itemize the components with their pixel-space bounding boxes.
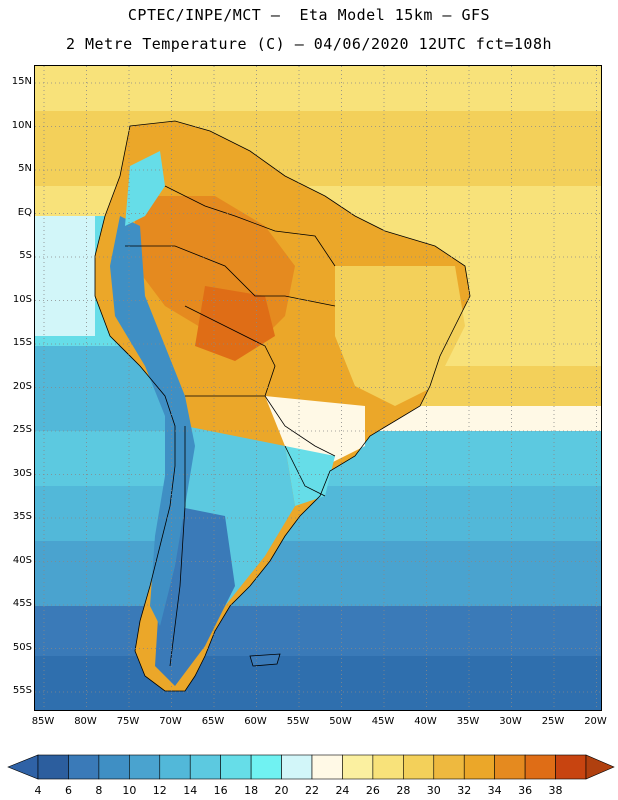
colorbar-box (98, 754, 130, 780)
colorbar-box (250, 754, 282, 780)
colorbar-tick-label: 22 (305, 784, 319, 797)
colorbar-box (342, 754, 374, 780)
lat-tick-label: 5S (19, 250, 32, 261)
colorbar-box (463, 754, 495, 780)
colorbar-box (372, 754, 404, 780)
lon-tick-label: 50W (329, 716, 352, 727)
lat-tick-label: 15N (11, 76, 32, 87)
lat-tick-label: 35S (12, 511, 32, 522)
colorbar-box (189, 754, 221, 780)
colorbar-box (220, 754, 252, 780)
colorbar-box (555, 754, 587, 780)
lat-tick-label: 10S (12, 293, 32, 305)
map-panel (34, 65, 602, 711)
lat-tick-label: 15S (12, 337, 32, 348)
lat-tick-label: 10N (11, 119, 32, 131)
lon-tick-label: 65W (201, 716, 225, 727)
lon-tick-label: 85W (31, 716, 55, 727)
lon-tick-label: 80W (74, 716, 97, 727)
colorbar-box (433, 754, 465, 780)
colorbar-box (311, 754, 343, 780)
colorbar-tick-label: 38 (548, 784, 563, 797)
colorbar-tick-label: 32 (457, 784, 472, 797)
lat-tick-label: 40S (12, 554, 32, 566)
colorbar-tick-label: 30 (426, 784, 441, 797)
colorbar-tick-label: 14 (183, 784, 198, 797)
colorbar-box (68, 754, 100, 780)
lat-tick-label: 45S (12, 598, 32, 609)
central-hot-region (195, 286, 275, 361)
title-line-2: 2 Metre Temperature (C) – 04/06/2020 12U… (65, 35, 553, 53)
colorbar-box (524, 754, 556, 780)
ocean-far-south (35, 656, 601, 710)
uruguay-cool (285, 446, 335, 506)
andes-cold (110, 216, 195, 626)
colorbar-tick-label: 34 (487, 784, 502, 797)
colorbar-tick-label: 36 (518, 784, 533, 797)
title-line-1: CPTEC/INPE/MCT – Eta Model 15km – GFS (127, 6, 491, 24)
colorbar (7, 754, 615, 780)
lon-tick-label: 20W (584, 716, 607, 727)
lon-tick-label: 45W (371, 716, 395, 727)
lat-tick-label: 5N (18, 163, 32, 174)
colorbar-tick-label: 28 (396, 784, 411, 797)
country-borders (94, 120, 471, 692)
colorbar-tick-label: 4 (34, 784, 42, 797)
coastal-warm (335, 266, 465, 406)
colorbar-tick-label: 26 (365, 784, 380, 797)
colorbar-box (159, 754, 191, 780)
lat-tick-label: 20S (12, 380, 32, 392)
falkland-islands (249, 653, 281, 667)
graticule-grid (35, 66, 601, 710)
colorbar-tick-label: 20 (274, 784, 289, 797)
ocean-north-band (35, 66, 601, 111)
ocean-south-mid (35, 541, 601, 611)
colorbar-low-arrow (7, 754, 39, 780)
colorbar-tick-label: 8 (95, 784, 103, 797)
lat-tick-label: 50S (12, 641, 32, 653)
colorbar-box (494, 754, 526, 780)
lon-tick-label: 60W (244, 716, 267, 727)
lat-tick-label: 30S (12, 467, 32, 479)
colorbar-tick-label: 12 (152, 784, 167, 797)
lat-tick-label: EQ (17, 206, 32, 218)
colorbar-box (281, 754, 313, 780)
lon-tick-label: 55W (286, 716, 310, 727)
lon-tick-label: 75W (116, 716, 140, 727)
lon-tick-label: 35W (456, 716, 480, 727)
colorbar-box (403, 754, 435, 780)
colorbar-high-arrow (585, 754, 615, 780)
colorbar-box (37, 754, 69, 780)
colorbar-tick-label: 6 (64, 784, 72, 797)
colorbar-box (129, 754, 161, 780)
colorbar-tick-label: 10 (122, 784, 137, 797)
lon-tick-label: 40W (414, 716, 437, 727)
colorbar-boxes (7, 754, 615, 780)
colorbar-tick-label: 24 (335, 784, 350, 797)
lat-tick-label: 25S (12, 424, 32, 435)
lon-tick-label: 30W (499, 716, 522, 727)
colorbar-tick-label: 16 (213, 784, 228, 797)
temperature-map (35, 66, 601, 710)
lon-tick-label: 70W (159, 716, 182, 727)
lon-tick-label: 25W (541, 716, 565, 727)
ocean-pacific-cool2 (35, 216, 95, 336)
lat-tick-label: 55S (12, 685, 32, 696)
colorbar-tick-label: 18 (244, 784, 259, 797)
